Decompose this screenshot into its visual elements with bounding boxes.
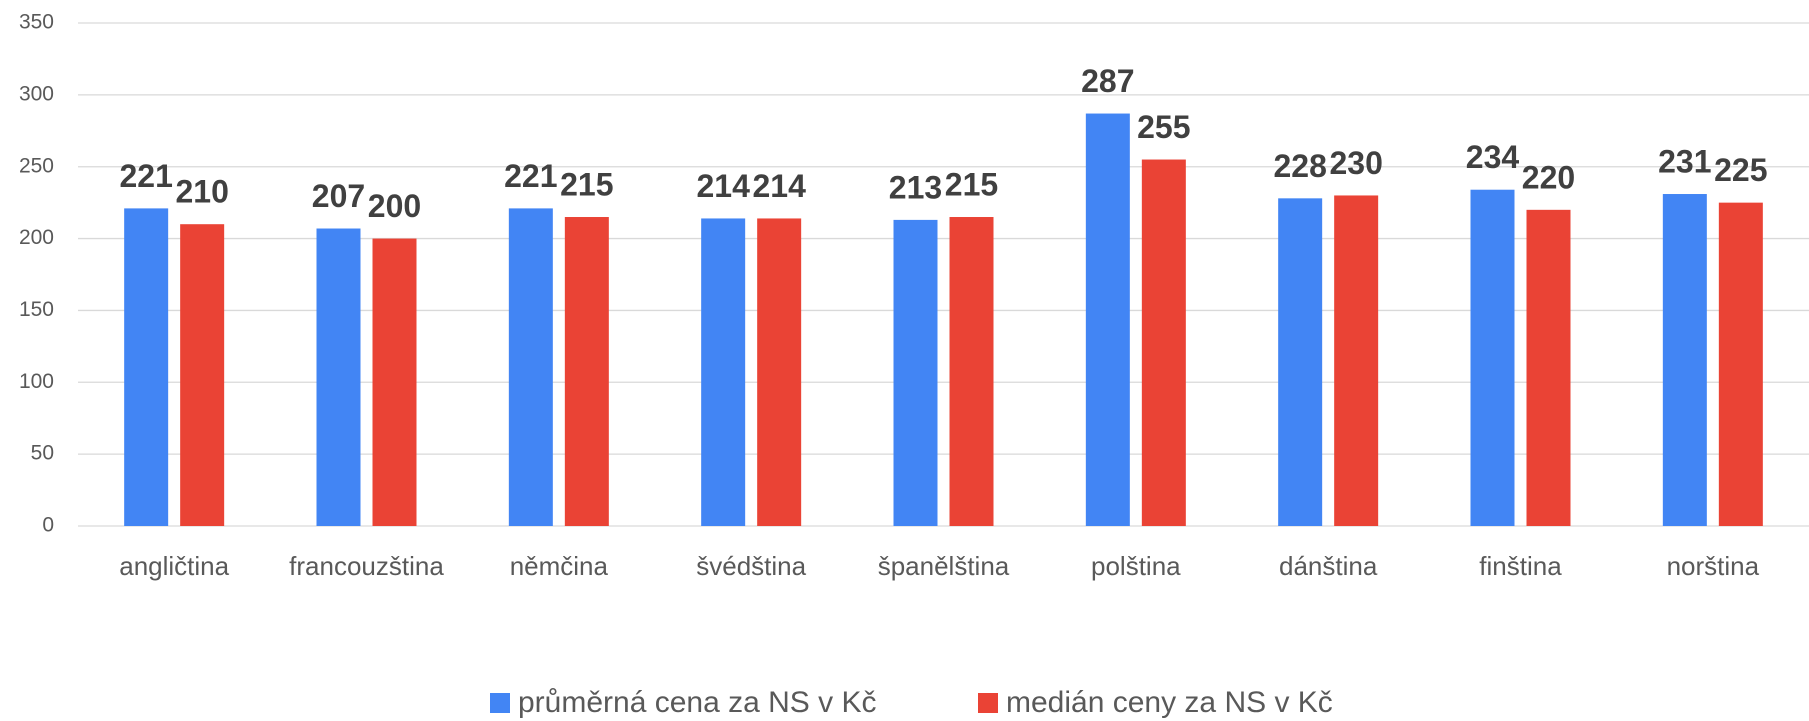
value-label: 230 [1329, 145, 1382, 181]
bar [508, 208, 553, 527]
value-label: 200 [368, 188, 421, 224]
x-tick-label: švédština [696, 551, 806, 581]
value-label: 215 [560, 166, 613, 202]
x-tick-label: finština [1479, 551, 1562, 581]
value-label: 214 [696, 168, 750, 204]
bar [1718, 202, 1763, 526]
bar [564, 217, 609, 526]
value-label: 213 [889, 169, 942, 205]
bar [1141, 159, 1186, 526]
y-tick-label: 100 [19, 370, 54, 393]
value-label: 220 [1522, 159, 1575, 195]
x-tick-label: francouzština [289, 551, 444, 581]
y-tick-label: 50 [31, 442, 54, 465]
value-label: 214 [752, 168, 806, 204]
y-tick-label: 150 [19, 298, 54, 321]
value-label: 210 [175, 174, 228, 210]
bar [1334, 195, 1379, 526]
bar [1526, 209, 1571, 527]
value-label: 215 [945, 166, 998, 202]
bar [372, 238, 417, 527]
bar [1662, 194, 1707, 526]
x-tick-label: dánština [1279, 551, 1378, 581]
bar [180, 224, 225, 526]
legend-label: medián ceny za NS v Kč [1006, 686, 1333, 719]
legend-swatch [978, 693, 998, 713]
value-label: 207 [312, 178, 365, 214]
x-tick-label: norština [1667, 551, 1760, 581]
x-tick-label: polština [1091, 551, 1181, 581]
bar [757, 218, 802, 527]
value-label: 255 [1137, 109, 1190, 145]
value-label: 234 [1466, 139, 1520, 175]
bar [949, 217, 994, 526]
value-label: 221 [504, 158, 557, 194]
legend-swatch [490, 693, 510, 713]
value-label: 287 [1081, 63, 1134, 99]
x-tick-label: němčina [510, 551, 609, 581]
y-tick-label: 350 [19, 11, 54, 34]
y-tick-label: 300 [19, 82, 54, 105]
value-label: 228 [1273, 148, 1326, 184]
bar [1470, 189, 1515, 527]
bar [1278, 198, 1323, 526]
value-label: 221 [119, 158, 172, 194]
legend-label: průměrná cena za NS v Kč [518, 686, 877, 719]
value-label: 231 [1658, 143, 1711, 179]
value-label: 225 [1714, 152, 1767, 188]
y-tick-label: 200 [19, 226, 54, 249]
y-tick-label: 0 [42, 514, 54, 537]
bar [124, 208, 169, 527]
y-tick-label: 250 [19, 154, 54, 177]
x-tick-label: angličtina [119, 551, 229, 581]
x-tick-label: španělština [878, 551, 1010, 581]
bar [316, 228, 361, 527]
bar [701, 218, 746, 527]
bar [1085, 113, 1130, 526]
bar [893, 219, 938, 527]
